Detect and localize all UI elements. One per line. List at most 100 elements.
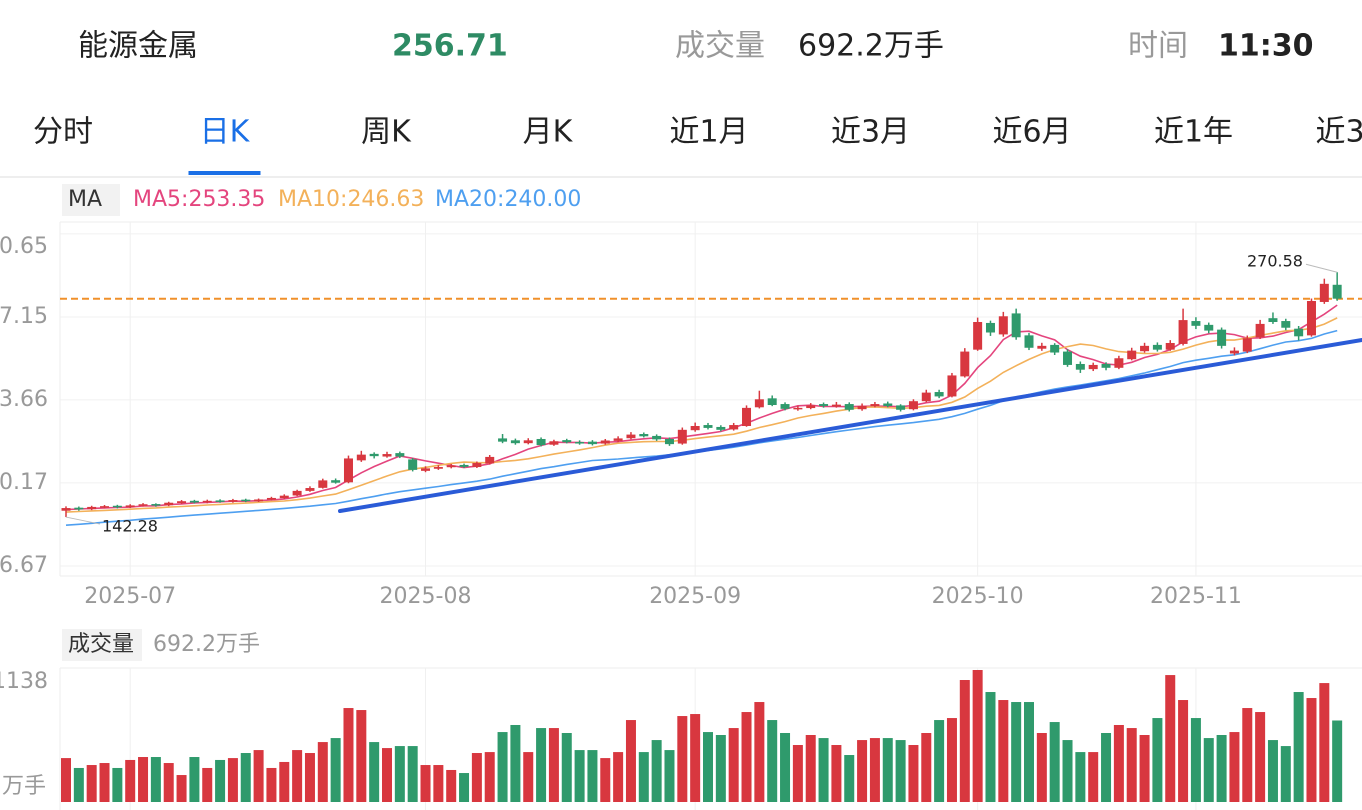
- candle-body: [754, 399, 764, 408]
- time-label: 时间: [1128, 29, 1188, 64]
- tab-underline: [188, 171, 261, 175]
- candle-body: [343, 458, 353, 483]
- legend-box: [62, 184, 120, 216]
- candle-body: [241, 499, 251, 502]
- candle-body: [523, 440, 533, 444]
- tab[interactable]: 分时: [33, 115, 93, 150]
- y-tick-label: 160.17: [0, 470, 48, 495]
- tab[interactable]: 周K: [361, 115, 412, 150]
- y-tick-label: 247.15: [0, 304, 48, 329]
- tab[interactable]: 近1年: [1154, 115, 1233, 150]
- ma-line: [65, 304, 1338, 511]
- volume-bar: [266, 767, 277, 802]
- candle-body: [61, 508, 71, 511]
- volume-bar: [330, 738, 341, 802]
- volume-bar: [523, 752, 534, 802]
- volume-bar: [767, 720, 778, 802]
- candle-body: [844, 404, 854, 410]
- volume-bar: [728, 728, 739, 802]
- candle-body: [279, 495, 289, 499]
- candle-body: [1255, 323, 1265, 338]
- candle-body: [125, 505, 135, 508]
- volume-bar: [1165, 675, 1176, 802]
- trend-line: [338, 338, 1362, 513]
- volume-bar: [1280, 746, 1291, 802]
- candle-body: [1063, 351, 1073, 365]
- volume-bar: [343, 708, 354, 802]
- candle-body: [960, 351, 970, 377]
- indicator-label: MA: [68, 187, 102, 212]
- volume-bar: [138, 757, 149, 802]
- volume-bar: [459, 773, 470, 802]
- volume-bar: [613, 752, 624, 802]
- volume-bar: [150, 757, 161, 802]
- volume-bar: [1242, 708, 1253, 802]
- volume-label: 成交量: [675, 29, 765, 64]
- candle-body: [433, 467, 443, 469]
- candle-body: [1319, 283, 1329, 302]
- tab[interactable]: 近3月: [831, 115, 910, 150]
- volume-bars: [61, 670, 1343, 802]
- volume-bar: [625, 720, 636, 802]
- volume-bar: [227, 758, 238, 802]
- x-tick-label: 2025-10: [932, 584, 1024, 609]
- tab[interactable]: 近3年: [1315, 115, 1362, 150]
- volume-bar: [382, 748, 392, 802]
- volume-bar: [484, 752, 495, 802]
- volume-bar: [921, 732, 932, 802]
- candle-body: [421, 468, 431, 471]
- candle-body: [1114, 358, 1124, 368]
- volume-bar: [638, 752, 649, 802]
- candle-body: [742, 407, 752, 427]
- volume-bar: [1332, 720, 1343, 802]
- x-tick-label: 2025-11: [1150, 584, 1242, 609]
- volume-bar: [497, 732, 508, 802]
- candle-body: [1011, 313, 1021, 338]
- tab[interactable]: 日K: [200, 115, 251, 150]
- candle-body: [382, 454, 392, 457]
- candle-body: [690, 426, 700, 431]
- volume-bar: [780, 732, 791, 802]
- volume-bar: [215, 759, 226, 802]
- volume-bar: [1255, 712, 1266, 802]
- volume-bar: [574, 750, 585, 802]
- volume-bar: [715, 735, 726, 802]
- volume-bar: [690, 714, 701, 802]
- volume-bar: [176, 775, 187, 802]
- candle-body: [510, 440, 520, 444]
- leader-line: [1305, 263, 1338, 273]
- candle-body: [74, 507, 84, 510]
- candle-body: [549, 441, 559, 445]
- candle-body: [228, 500, 238, 502]
- candle-body: [896, 405, 906, 410]
- volume-bar: [189, 757, 200, 802]
- volume-bar: [1113, 724, 1124, 802]
- candle-body: [1152, 344, 1162, 350]
- candle-body: [600, 440, 610, 444]
- candle-body: [921, 392, 931, 402]
- candle-body: [883, 403, 893, 406]
- candle-body: [266, 497, 276, 500]
- candle-body: [100, 506, 110, 508]
- volume-bar: [1319, 683, 1330, 802]
- volume-bar: [754, 702, 765, 802]
- candle-body: [562, 440, 572, 443]
- candle-body: [1229, 350, 1239, 354]
- volume-bar: [651, 740, 662, 802]
- tab[interactable]: 近6月: [992, 115, 1071, 150]
- volume-bar: [805, 735, 816, 802]
- candle-body: [331, 480, 341, 483]
- candle-body: [408, 459, 418, 470]
- candle-body: [613, 438, 623, 441]
- candle-body: [767, 398, 777, 406]
- candle-body: [498, 438, 508, 442]
- candle-body: [626, 434, 636, 439]
- price: 256.71: [392, 29, 508, 64]
- volume-bar: [369, 742, 380, 802]
- candle-body: [703, 425, 713, 428]
- candle-body: [677, 429, 687, 444]
- volume-bar: [831, 745, 842, 802]
- tab[interactable]: 近1月: [669, 115, 748, 150]
- tab[interactable]: 月K: [523, 115, 574, 150]
- candle-body: [1217, 329, 1227, 346]
